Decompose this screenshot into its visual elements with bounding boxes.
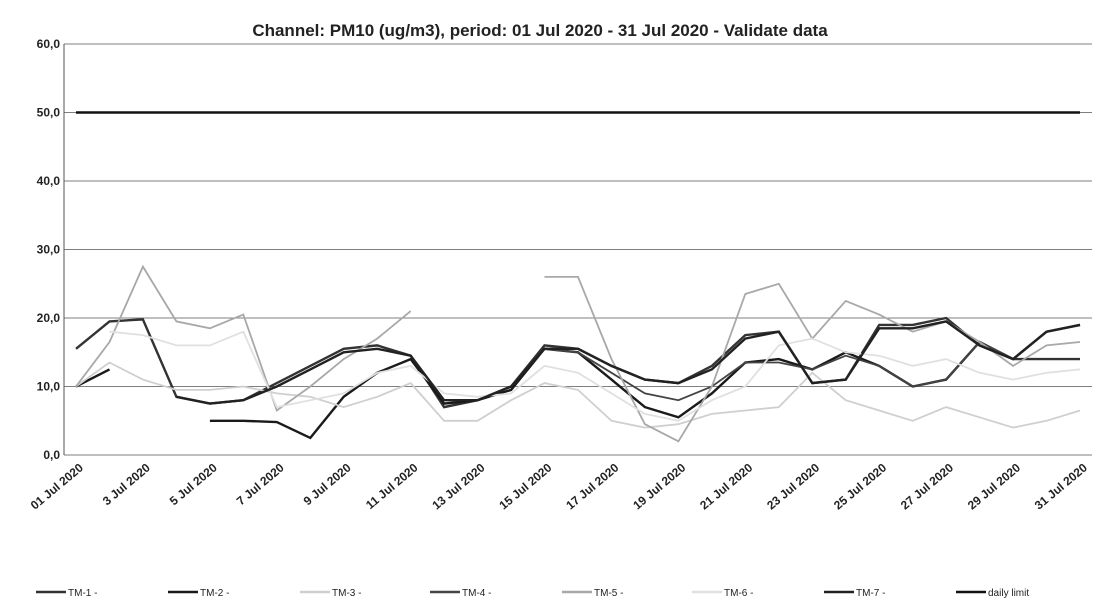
x-tick-label: 21 Jul 2020 — [697, 460, 755, 512]
y-tick-label: 50,0 — [37, 106, 61, 120]
x-tick-label: 7 Jul 2020 — [234, 460, 287, 508]
x-tick-label: 25 Jul 2020 — [831, 460, 889, 512]
legend-label: TM-3 - — [332, 588, 361, 599]
x-tick-label: 15 Jul 2020 — [496, 460, 554, 512]
y-tick-label: 40,0 — [37, 174, 61, 188]
x-tick-label: 19 Jul 2020 — [630, 460, 688, 512]
x-tick-label: 23 Jul 2020 — [764, 460, 822, 512]
x-tick-label: 31 Jul 2020 — [1032, 460, 1090, 512]
x-tick-label: 13 Jul 2020 — [429, 460, 487, 512]
y-tick-label: 10,0 — [37, 380, 61, 394]
x-tick-label: 5 Jul 2020 — [167, 460, 220, 508]
y-tick-label: 60,0 — [37, 37, 61, 51]
series-line — [544, 340, 1014, 402]
x-tick-label: 17 Jul 2020 — [563, 460, 621, 512]
legend-label: TM-1 - — [68, 588, 97, 599]
legend-label: TM-7 - — [856, 588, 885, 599]
x-tick-label: 9 Jul 2020 — [301, 460, 354, 508]
y-tick-label: 30,0 — [37, 243, 61, 257]
x-tick-label: 3 Jul 2020 — [100, 460, 153, 508]
legend-label: TM-6 - — [724, 588, 753, 599]
series-line — [176, 320, 1081, 405]
legend-label: daily limit — [988, 588, 1029, 599]
y-tick-label: 20,0 — [37, 311, 61, 325]
chart-title: Channel: PM10 (ug/m3), period: 01 Jul 20… — [252, 21, 828, 40]
series-line — [109, 330, 1081, 422]
legend-label: TM-4 - — [462, 588, 491, 599]
series-line — [75, 323, 1081, 440]
legend-label: TM-5 - — [594, 588, 623, 599]
series-line — [75, 361, 1081, 429]
legend-label: TM-2 - — [200, 588, 229, 599]
series-line — [75, 264, 1081, 443]
x-tick-label: 27 Jul 2020 — [898, 460, 956, 512]
y-tick-label: 0,0 — [43, 448, 60, 462]
x-tick-label: 01 Jul 2020 — [28, 460, 86, 512]
x-tick-label: 11 Jul 2020 — [363, 460, 421, 512]
x-tick-label: 29 Jul 2020 — [965, 460, 1023, 512]
